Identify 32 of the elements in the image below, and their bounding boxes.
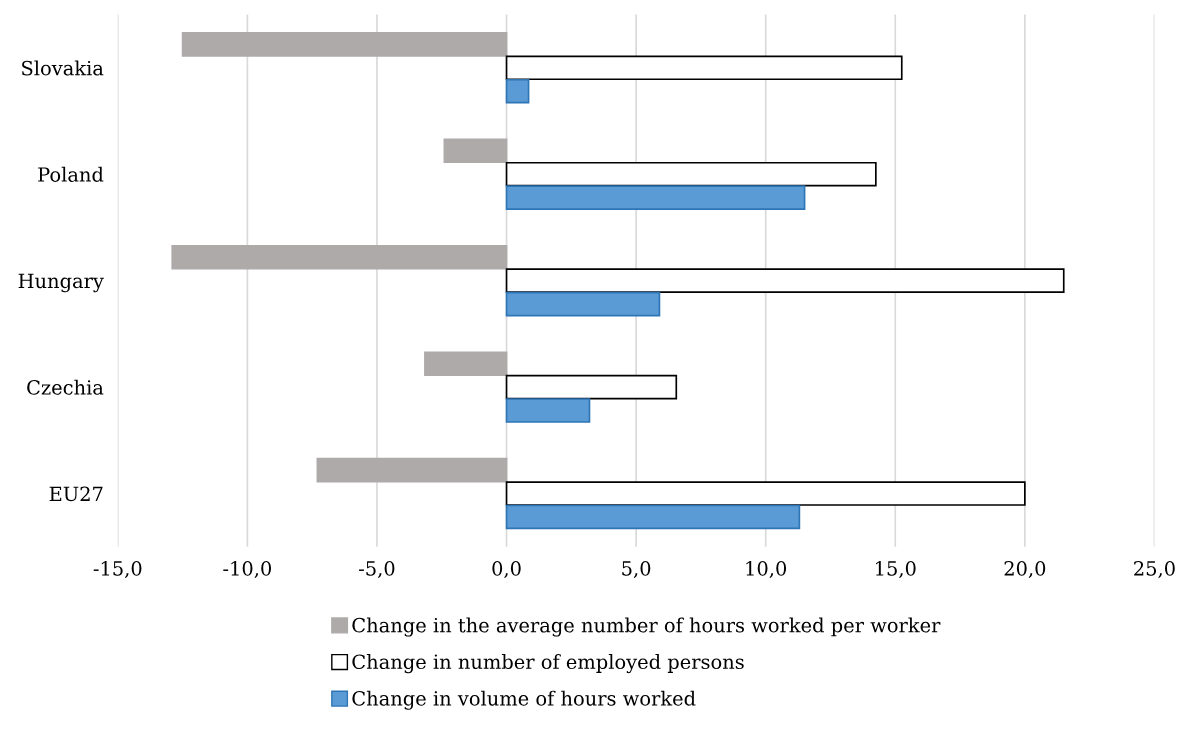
- bar: [505, 291, 661, 317]
- x-tick-label: -10,0: [223, 560, 272, 579]
- legend-label: Change in volume of hours worked: [352, 690, 696, 710]
- legend-label: Change in the average number of hours worked per worker: [352, 617, 941, 637]
- x-tick-label: 25,0: [1134, 560, 1175, 579]
- legend-label: Change in number of employed persons: [352, 654, 744, 674]
- y-tick-label: Hungary: [18, 273, 104, 293]
- bar: [505, 55, 903, 81]
- bar: [181, 32, 508, 57]
- x-tick-label: 0,0: [492, 560, 521, 579]
- bar: [171, 244, 508, 270]
- bar: [505, 185, 806, 210]
- bar: [505, 481, 1026, 506]
- bar: [424, 351, 508, 376]
- y-tick-label: EU27: [49, 486, 103, 502]
- y-tick-label: Slovakia: [22, 60, 104, 76]
- bar: [505, 374, 678, 400]
- x-tick-label: 20,0: [1004, 560, 1046, 579]
- x-tick-label: -15,0: [93, 560, 142, 579]
- x-tick-label: -5,0: [359, 560, 395, 579]
- bar: [505, 398, 591, 423]
- bar: [505, 268, 1065, 293]
- bar: [505, 161, 877, 187]
- x-tick-label: 15,0: [876, 560, 916, 579]
- x-tick-label: 10,0: [746, 560, 787, 579]
- y-tick-label: Poland: [38, 166, 104, 182]
- bar: [505, 78, 530, 104]
- bar: [505, 504, 801, 530]
- bar: [443, 138, 508, 164]
- x-tick-label: 5,0: [622, 560, 651, 579]
- bar: [316, 457, 508, 483]
- y-tick-label: Czechia: [27, 379, 104, 395]
